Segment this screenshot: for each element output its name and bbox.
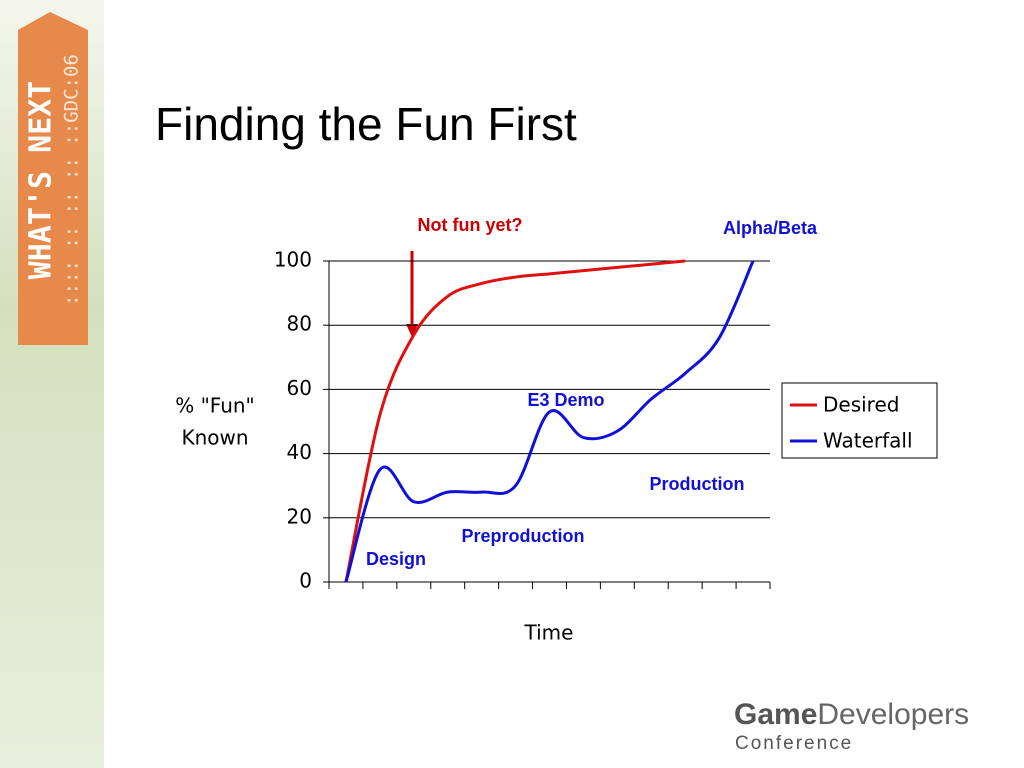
x-axis-label: Time xyxy=(524,621,574,645)
y-tick-label: 100 xyxy=(274,248,312,272)
y-tick-label: 80 xyxy=(287,312,312,336)
legend-box xyxy=(781,382,938,459)
line-series xyxy=(344,259,686,583)
annotation: Preproduction xyxy=(461,526,584,546)
y-tick-label: 60 xyxy=(287,376,312,400)
annotation: E3 Demo xyxy=(527,390,604,410)
logo-sub: Conference xyxy=(735,733,853,754)
y-tick-label: 0 xyxy=(299,569,312,593)
y-axis-label: % "Fun" xyxy=(175,394,255,418)
banner-text: WHAT'S NEXT xyxy=(24,81,59,280)
line-series xyxy=(344,260,755,583)
annotation: Not fun yet? xyxy=(418,215,523,235)
legend-label: Waterfall xyxy=(823,429,913,453)
banner-sub: :::: :: :: :: ::GDC:06 xyxy=(61,54,83,306)
annotation: Alpha/Beta xyxy=(723,218,818,238)
banner xyxy=(18,12,88,345)
slide-title: Finding the Fun First xyxy=(155,98,577,150)
annotation-arrowhead xyxy=(406,324,418,337)
logo-bold: Game xyxy=(734,698,817,731)
y-tick-label: 40 xyxy=(287,440,312,464)
legend-label: Desired xyxy=(823,393,899,417)
annotation: Design xyxy=(366,549,426,569)
logo-light: Developers xyxy=(817,698,969,731)
logo: GameDevelopers xyxy=(734,698,969,731)
y-axis-label: Known xyxy=(181,426,248,450)
annotation: Production xyxy=(650,474,745,494)
y-tick-label: 20 xyxy=(287,504,312,528)
